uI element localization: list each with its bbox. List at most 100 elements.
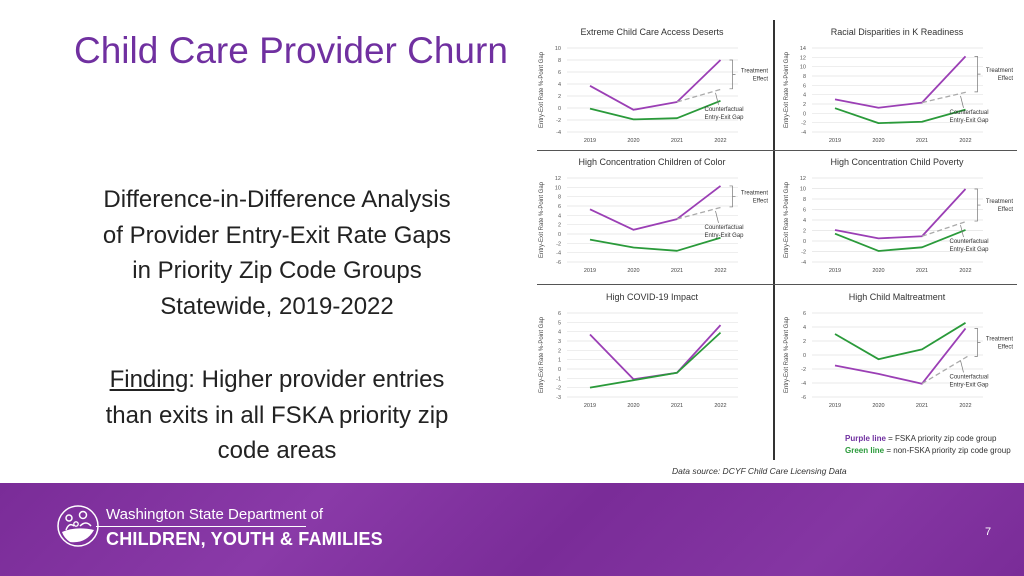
treatment-effect-bracket — [974, 328, 981, 357]
y-axis-label: Entry-Exit Rate %-Point Gap — [539, 51, 545, 128]
y-tick-label: -1 — [556, 376, 561, 382]
subtitle-line: of Provider Entry-Exit Rate Gaps — [102, 221, 452, 249]
legend-green-text: = non-FSKA priority zip code group — [884, 446, 1011, 455]
treatment-effect-label: Treatment Effect — [986, 68, 1013, 82]
x-tick-label: 2020 — [627, 403, 639, 409]
counterfactual-label: Counterfactual Entry-Exit Gap — [705, 107, 745, 121]
chart-svg: High Concentration Child Poverty Entry-Ex… — [784, 157, 1013, 274]
y-tick-label: 10 — [800, 65, 806, 71]
y-tick-label: 10 — [555, 46, 561, 52]
green-line — [834, 229, 966, 252]
y-tick-label: 2 — [803, 102, 806, 108]
counterfactual-arrow — [715, 210, 719, 224]
y-tick-label: 4 — [803, 93, 806, 99]
counterfactual-arrow — [715, 92, 719, 105]
family-logo-icon — [57, 505, 99, 547]
chart-title: Racial Disparities in K Readiness — [831, 27, 964, 37]
chart-title: High Concentration Children of Color — [578, 157, 725, 167]
x-tick-label: 2022 — [959, 138, 971, 144]
chart-svg: High Concentration Children of Color Entr… — [539, 157, 768, 274]
chart-title: High COVID-19 Impact — [606, 292, 699, 302]
y-tick-label: 4 — [558, 330, 561, 336]
y-tick-label: 6 — [803, 83, 806, 89]
subtitle-line: Difference-in-Difference Analysis — [103, 186, 451, 213]
counterfactual-arrow — [960, 360, 964, 373]
legend-purple-text: = FSKA priority zip code group — [885, 434, 997, 443]
legend-purple-label: Purple line — [845, 434, 886, 443]
finding-line: than exits in all FSKA priority zip — [105, 401, 449, 429]
y-tick-label: 1 — [558, 358, 561, 364]
treatment-effect-bracket — [974, 188, 981, 222]
y-tick-label: 12 — [555, 176, 561, 182]
analysis-description: Difference-in-Difference Analysis of Pro… — [60, 182, 494, 324]
y-tick-label: 6 — [803, 311, 806, 317]
y-tick-label: -2 — [556, 118, 561, 124]
y-tick-label: -4 — [801, 130, 806, 136]
chart-legend: Purple line = FSKA priority zip code gro… — [845, 433, 1011, 457]
chart-divider — [773, 20, 775, 460]
label-line: Entry-Exit Gap — [950, 118, 990, 124]
label-line: Treatment — [741, 68, 768, 74]
x-tick-label: 2020 — [627, 138, 639, 144]
y-tick-label: 10 — [555, 185, 561, 191]
treatment-effect-label: Treatment Effect — [741, 68, 768, 82]
counterfactual-label: Counterfactual Entry-Exit Gap — [950, 110, 990, 124]
label-line: Counterfactual — [950, 239, 989, 245]
y-tick-label: 2 — [558, 348, 561, 354]
green-line — [834, 322, 966, 361]
chart-svg: Racial Disparities in K Readiness Entry-E… — [784, 27, 1013, 144]
slide-title: Child Care Provider Churn — [74, 30, 508, 71]
chart-children-of-color: High Concentration Children of Color Entr… — [530, 150, 775, 282]
chart-title: High Concentration Child Poverty — [830, 157, 964, 167]
chart-k-readiness: Racial Disparities in K Readiness Entry-E… — [775, 20, 1020, 152]
y-tick-label: -2 — [801, 367, 806, 373]
y-tick-label: 8 — [558, 195, 561, 201]
x-tick-label: 2021 — [671, 403, 683, 409]
x-tick-label: 2020 — [872, 138, 884, 144]
purple-line — [589, 59, 722, 111]
x-tick-label: 2019 — [584, 138, 596, 144]
y-tick-label: 12 — [800, 55, 806, 61]
y-tick-label: 0 — [803, 239, 806, 245]
purple-line — [589, 185, 722, 231]
logo-text-top: Washington State Department of — [106, 506, 324, 523]
chart-child-poverty: High Concentration Child Poverty Entry-Ex… — [775, 150, 1020, 282]
y-tick-label: 0 — [803, 353, 806, 359]
chart-svg: Extreme Child Care Access Deserts Entry-E… — [539, 27, 768, 144]
y-axis-label: Entry-Exit Rate %-Point Gap — [539, 181, 545, 258]
treatment-effect-label: Treatment Effect — [986, 336, 1013, 350]
purple-line — [834, 55, 967, 109]
treatment-effect-bracket — [729, 59, 736, 90]
y-tick-label: 0 — [558, 367, 561, 373]
label-line: Treatment — [986, 199, 1013, 205]
label-line: Effect — [998, 344, 1014, 350]
chart-svg: High Child Maltreatment Entry-Exit Rate %… — [784, 292, 1013, 409]
chart-svg: High COVID-19 Impact Entry-Exit Rate %-Po… — [539, 292, 738, 409]
y-tick-label: 6 — [558, 204, 561, 210]
dcyf-logo: Washington State Department of CHILDREN,… — [56, 504, 383, 559]
y-axis-label: Entry-Exit Rate %-Point Gap — [539, 316, 545, 393]
label-line: Entry-Exit Gap — [705, 115, 745, 121]
x-tick-label: 2022 — [959, 403, 971, 409]
chart-covid-impact: High COVID-19 Impact Entry-Exit Rate %-Po… — [530, 285, 775, 417]
purple-line — [834, 188, 967, 240]
legend-green-label: Green line — [845, 446, 885, 455]
counterfactual-label: Counterfactual Entry-Exit Gap — [950, 374, 990, 388]
green-line — [834, 107, 966, 125]
x-tick-label: 2022 — [714, 138, 726, 144]
green-line — [589, 99, 721, 121]
y-tick-label: 2 — [803, 339, 806, 345]
y-tick-label: -2 — [801, 250, 806, 256]
y-tick-label: 6 — [558, 311, 561, 317]
y-tick-label: 2 — [558, 94, 561, 100]
data-source: Data source: DCYF Child Care Licensing D… — [672, 466, 847, 476]
counterfactual-arrow — [960, 95, 964, 108]
label-line: Entry-Exit Gap — [705, 233, 745, 239]
y-tick-label: 0 — [558, 232, 561, 238]
x-tick-label: 2021 — [671, 138, 683, 144]
x-tick-label: 2020 — [872, 268, 884, 274]
y-tick-label: -4 — [801, 381, 806, 387]
y-tick-label: 14 — [800, 46, 806, 52]
y-tick-label: 8 — [803, 74, 806, 80]
y-tick-label: -4 — [556, 130, 561, 136]
